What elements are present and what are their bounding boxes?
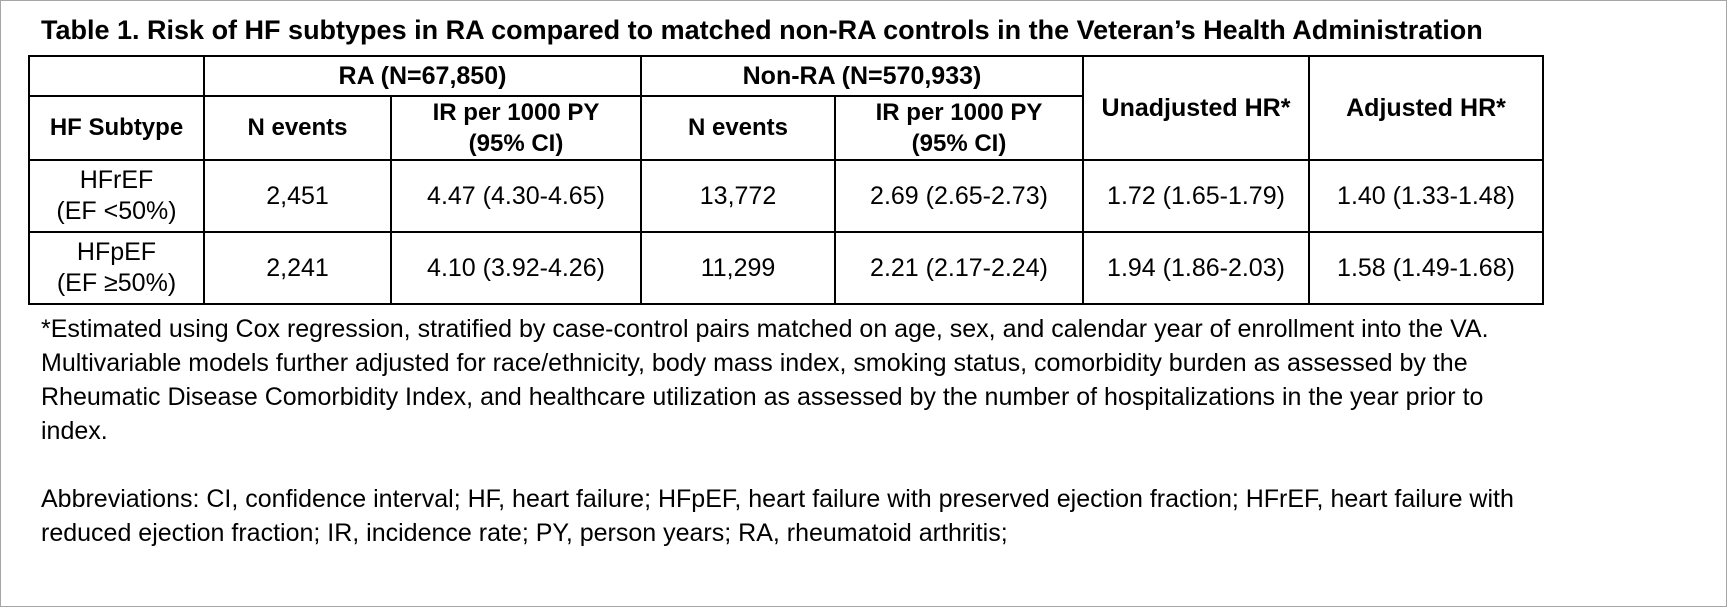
- non-ra-ir-header: IR per 1000 PY (95% CI): [834, 95, 1084, 161]
- ra-ir-header-line2: (95% CI): [468, 130, 564, 157]
- footnote-estimation: *Estimated using Cox regression, stratif…: [41, 315, 1489, 445]
- hfref-non-ra-n-events-cell: 13,772: [640, 159, 836, 233]
- table-row-hfpef: HFpEF (EF ≥50%) 2,241 4.10 (3.92-4.26) 1…: [28, 231, 1544, 305]
- ra-ir-header: IR per 1000 PY (95% CI): [390, 95, 642, 161]
- footnote-abbreviations: Abbreviations: CI, confidence interval; …: [41, 485, 1514, 547]
- hfpef-unadjusted-hr-cell: 1.94 (1.86-2.03): [1082, 231, 1310, 305]
- hfpef-adjusted-hr-cell: 1.58 (1.49-1.68): [1308, 231, 1544, 305]
- ra-n-events-header: N events: [203, 95, 392, 161]
- hf-subtype-header: HF Subtype: [28, 95, 205, 161]
- group-header-row: RA (N=67,850) Non-RA (N=570,933) Unadjus…: [28, 55, 1544, 161]
- adjusted-hr-header: Adjusted HR*: [1308, 55, 1544, 161]
- hfref-label: HFrEF: [79, 166, 154, 194]
- hfref-ra-ir-cell: 4.47 (4.30-4.65): [390, 159, 642, 233]
- hfref-ef-range: (EF <50%): [56, 197, 177, 225]
- non-ra-group-header: Non-RA (N=570,933): [640, 55, 1084, 97]
- non-ra-n-events-header: N events: [640, 95, 836, 161]
- ra-group-header: RA (N=67,850): [203, 55, 642, 97]
- hfref-subtype-cell: HFrEF (EF <50%): [28, 159, 205, 233]
- table-row-hfref: HFrEF (EF <50%) 2,451 4.47 (4.30-4.65) 1…: [28, 159, 1544, 233]
- corner-blank-cell: [28, 55, 205, 97]
- hf-risk-table: RA (N=67,850) Non-RA (N=570,933) Unadjus…: [28, 55, 1544, 305]
- unadjusted-hr-header: Unadjusted HR*: [1082, 55, 1310, 161]
- ra-ir-header-line1: IR per 1000 PY: [432, 99, 600, 126]
- hfpef-ef-range: (EF ≥50%): [56, 269, 177, 297]
- hfref-ra-n-events-cell: 2,451: [203, 159, 392, 233]
- non-ra-ir-header-line1: IR per 1000 PY: [875, 99, 1043, 126]
- hfref-adjusted-hr-cell: 1.40 (1.33-1.48): [1308, 159, 1544, 233]
- hfpef-non-ra-n-events-cell: 11,299: [640, 231, 836, 305]
- table-title: Table 1. Risk of HF subtypes in RA compa…: [41, 15, 1483, 45]
- hfref-unadjusted-hr-cell: 1.72 (1.65-1.79): [1082, 159, 1310, 233]
- column-header-row: HF Subtype N events IR per 1000 PY (95% …: [28, 95, 1543, 161]
- hfpef-subtype-cell: HFpEF (EF ≥50%): [28, 231, 205, 305]
- hfpef-ra-ir-cell: 4.10 (3.92-4.26): [390, 231, 642, 305]
- non-ra-ir-header-line2: (95% CI): [911, 130, 1007, 157]
- hfref-non-ra-ir-cell: 2.69 (2.65-2.73): [834, 159, 1084, 233]
- hfpef-label: HFpEF: [76, 238, 157, 266]
- hfpef-non-ra-ir-cell: 2.21 (2.17-2.24): [834, 231, 1084, 305]
- hfpef-ra-n-events-cell: 2,241: [203, 231, 392, 305]
